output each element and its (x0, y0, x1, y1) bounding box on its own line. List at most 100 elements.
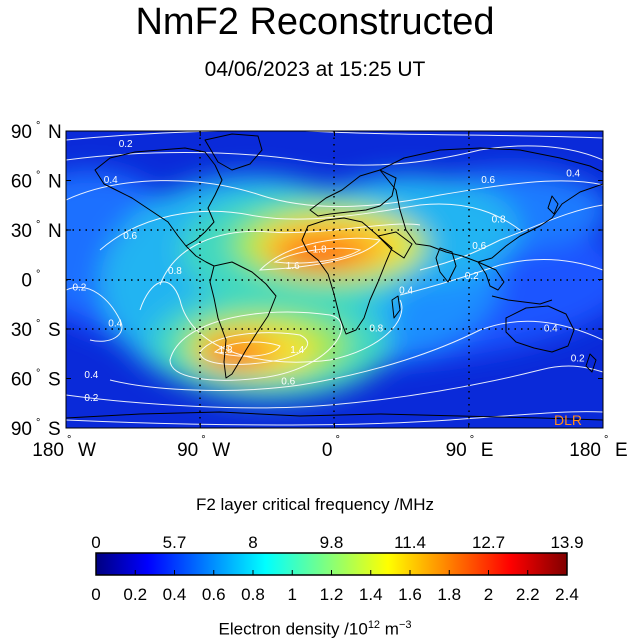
contour-label-15: 0.2 (465, 271, 479, 282)
lon-tick-label-4: 180 (569, 440, 601, 461)
lon-degree-sign-1: ° (201, 434, 205, 446)
india-coast (435, 247, 457, 283)
contour-label-20: 0.4 (544, 324, 558, 335)
lon-degree-sign-0: ° (67, 434, 71, 446)
colorbar-density-tick-12: 2.4 (555, 585, 579, 604)
colorbar-density-tick-8: 1.6 (398, 585, 422, 604)
greenland-coast (204, 133, 263, 171)
lon-tick-label-1: 90 (177, 440, 198, 461)
lat-hemisphere-5: S (48, 370, 61, 391)
lat-tick-label-3: 0 (21, 271, 32, 292)
contour-label-6: 0.4 (84, 370, 98, 381)
contour-label-12: 0.8 (369, 324, 383, 335)
asia-coast (379, 147, 603, 263)
lat-tick-label-4: 30 (11, 320, 32, 341)
contour-label-7: 0.2 (84, 393, 98, 404)
colorbar-density-tick-0: 0 (91, 585, 100, 604)
chart-subtitle: 04/06/2023 at 15:25 UT (204, 58, 426, 81)
contour-label-8: 1.8 (313, 244, 327, 255)
new-zealand-coast (585, 353, 597, 373)
unit-exponent-minus3: −3 (398, 619, 412, 631)
central-america-coast (185, 245, 215, 267)
colorbar-freq-tick-5: 12.7 (472, 533, 505, 552)
colorbar-density-tick-6: 1.2 (320, 585, 344, 604)
lat-degree-sign-6: ° (36, 417, 40, 429)
africa-coast (301, 217, 393, 335)
colorbar-density-tick-2: 0.4 (163, 585, 187, 604)
colorbar-freq-tick-3: 9.8 (320, 533, 344, 552)
lat-tick-label-0: 90 (11, 122, 32, 143)
contour-label-9: 1.6 (286, 261, 300, 272)
colorbar-density-tick-4: 0.8 (241, 585, 265, 604)
map-plot-area: 0.2 0.4 0.6 0.8 0.2 0.4 0.4 0.2 1.8 1.6 1.8 1.4 0.8 0… (66, 131, 603, 428)
colorbar-density-tick-11: 2.2 (516, 585, 540, 604)
latitude-axis: 90 ° N 60 ° N 30 ° N 0 ° 30 ° S 60 ° S 90 ° S (11, 120, 603, 440)
lon-tick-label-0: 180 (32, 440, 64, 461)
lon-degree-sign-4: ° (604, 434, 608, 446)
grid-lines (66, 131, 603, 428)
colorbar-frequency-ticks: 0 5.7 8 9.8 11.4 12.7 13.9 (91, 533, 583, 552)
colorbar-freq-tick-6: 13.9 (550, 533, 583, 552)
unit-exponent-12: 12 (367, 619, 381, 631)
contour-label-18: 0.6 (481, 175, 495, 186)
lat-tick-label-2: 30 (11, 221, 32, 242)
colorbar-title: F2 layer critical frequency /MHz (195, 495, 435, 514)
lat-hemisphere-2: N (48, 221, 62, 242)
colorbar-freq-tick-4: 11.4 (394, 533, 426, 552)
colorbar-density-tick-3: 0.6 (202, 585, 226, 604)
contour-label-0: 0.2 (119, 139, 133, 150)
japan-coast (547, 195, 559, 215)
contour-label-4: 0.2 (72, 282, 86, 293)
colorbar-freq-tick-2: 8 (248, 533, 257, 552)
colorbar-freq-tick-0: 0 (91, 533, 100, 552)
contour-label-5: 0.4 (108, 319, 122, 330)
contour-label-11: 1.4 (290, 345, 304, 356)
lat-degree-sign-3: ° (36, 269, 40, 281)
contour-lines (66, 131, 603, 426)
lon-hemisphere-0: W (78, 440, 96, 461)
longitude-axis: 180 ° W 90 ° W 0 ° 90 ° E 180 ° E (32, 131, 628, 461)
europe-coast (309, 169, 397, 217)
australia-coast (505, 305, 575, 353)
antarctica-coast (66, 411, 603, 421)
lat-degree-sign-5: ° (36, 368, 40, 380)
colorbar-density-tick-7: 1.4 (359, 585, 383, 604)
lon-hemisphere-1: W (212, 440, 230, 461)
colorbar-density-tick-5: 1 (288, 585, 297, 604)
colorbar-unit-label: Electron density /1012 m−3 (0, 614, 630, 641)
lat-degree-sign-4: ° (36, 318, 40, 330)
contour-label-14: 0.4 (399, 286, 413, 297)
lat-degree-sign-0: ° (36, 120, 40, 132)
lon-tick-label-2: 0 (322, 440, 333, 461)
lat-degree-sign-2: ° (36, 219, 40, 231)
lon-hemisphere-3: E (481, 440, 494, 461)
lat-hemisphere-6: S (48, 419, 61, 440)
lon-degree-sign-2: ° (336, 434, 340, 446)
contour-label-2: 0.6 (123, 231, 137, 242)
lon-tick-label-3: 90 (446, 440, 467, 461)
colorbar-density-tick-1: 0.2 (123, 585, 147, 604)
colorbar-density-tick-9: 1.8 (437, 585, 461, 604)
lat-hemisphere-4: S (48, 320, 61, 341)
contour-label-16: 0.6 (472, 241, 486, 252)
southeast-asia-coast (477, 261, 505, 291)
lat-hemisphere-1: N (48, 172, 62, 193)
arabia-coast (377, 231, 413, 259)
contour-label-3: 0.8 (168, 266, 182, 277)
lat-degree-sign-1: ° (36, 170, 40, 182)
lat-tick-label-6: 90 (11, 419, 32, 440)
contour-label-13: 0.6 (281, 376, 295, 387)
indonesia-coast (491, 295, 553, 305)
contour-label-19: 0.4 (566, 169, 580, 180)
coastlines (66, 133, 603, 421)
colorbar-density-tick-10: 2 (484, 585, 493, 604)
chart-title: NmF2 Reconstructed (135, 1, 495, 43)
unit-meter: m (380, 619, 399, 639)
contour-label-1: 0.4 (104, 175, 118, 186)
contour-label-17: 0.8 (492, 215, 506, 226)
lon-degree-sign-3: ° (470, 434, 474, 446)
madagascar-coast (391, 295, 401, 319)
contour-label-10: 1.8 (219, 345, 233, 356)
